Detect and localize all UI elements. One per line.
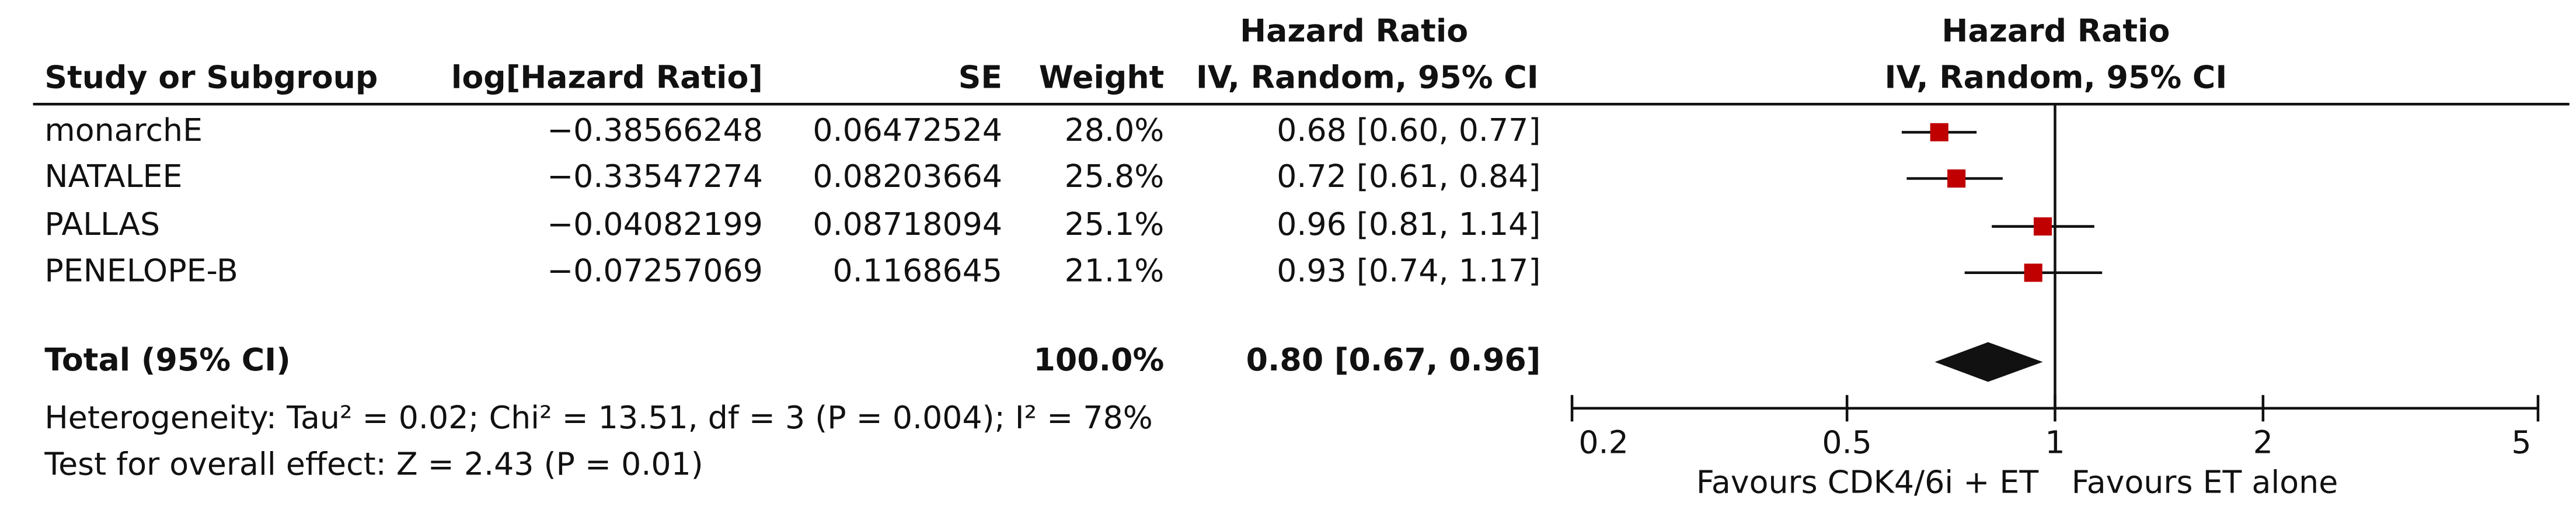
hr-square <box>2024 264 2042 282</box>
weight: 28.0% <box>1065 112 1165 148</box>
total-hr-ci: 0.80 [0.67, 0.96] <box>1246 341 1541 378</box>
log-hr: −0.04082199 <box>547 206 763 242</box>
se: 0.08718094 <box>813 206 1002 242</box>
favours-left: Favours CDK4/6i + ET <box>1696 464 2038 501</box>
x-tick-label: 1 <box>2045 424 2065 461</box>
column-header: Hazard Ratio <box>1240 12 1468 49</box>
column-header: log[Hazard Ratio] <box>451 58 763 95</box>
hr-ci: 0.96 [0.81, 1.14] <box>1277 206 1540 242</box>
column-header: SE <box>958 58 1002 95</box>
total-weight: 100.0% <box>1034 341 1165 378</box>
study-name: PENELOPE-B <box>44 252 238 289</box>
weight: 25.1% <box>1065 206 1165 242</box>
x-tick-label: 0.5 <box>1822 424 1871 461</box>
study-name: NATALEE <box>44 158 182 195</box>
hr-ci: 0.93 [0.74, 1.17] <box>1277 252 1540 289</box>
se: 0.1168645 <box>833 252 1003 289</box>
x-tick-label: 0.2 <box>1578 424 1628 461</box>
hr-ci: 0.68 [0.60, 0.77] <box>1277 112 1540 148</box>
plot-header: Hazard Ratio <box>1941 12 2170 49</box>
weight: 21.1% <box>1065 252 1165 289</box>
column-header: IV, Random, 95% CI <box>1196 58 1539 95</box>
column-header: Study or Subgroup <box>44 58 378 95</box>
total-diamond <box>1934 342 2043 382</box>
se: 0.08203664 <box>813 158 1002 195</box>
heterogeneity: Heterogeneity: Tau² = 0.02; Chi² = 13.51… <box>44 399 1152 436</box>
log-hr: −0.38566248 <box>547 112 763 148</box>
hr-square <box>1947 169 1966 188</box>
overall-effect: Test for overall effect: Z = 2.43 (P = 0… <box>44 445 703 482</box>
hr-ci: 0.72 [0.61, 0.84] <box>1277 158 1540 195</box>
study-name: PALLAS <box>44 206 160 242</box>
log-hr: −0.07257069 <box>547 252 763 289</box>
x-tick-label: 5 <box>2511 424 2531 461</box>
se: 0.06472524 <box>813 112 1002 148</box>
total-name: Total (95% CI) <box>44 341 290 378</box>
study-name: monarchE <box>44 112 203 148</box>
log-hr: −0.33547274 <box>547 158 763 195</box>
x-tick-label: 2 <box>2253 424 2273 461</box>
hr-square <box>1930 123 1948 141</box>
plot-header: IV, Random, 95% CI <box>1884 58 2227 95</box>
weight: 25.8% <box>1065 158 1165 195</box>
favours-right: Favours ET alone <box>2072 464 2338 501</box>
hr-square <box>2033 217 2052 236</box>
column-header: Weight <box>1039 58 1165 95</box>
